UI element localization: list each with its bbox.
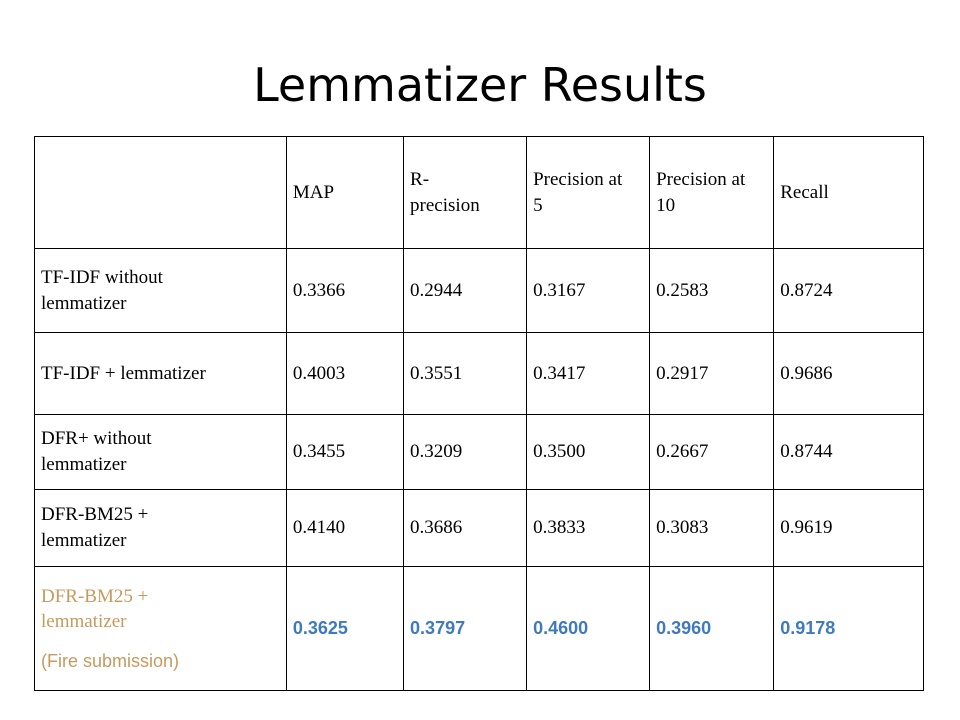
cell-map: 0.3455 [285,414,405,490]
row-label: TF-IDF + lemmatizer [34,332,287,415]
row-label-text: DFR+ without lemmatizer [41,428,152,475]
header-cell-empty [34,136,287,249]
row-label: DFR-BM25 + lemmatizer (Fire submission) [34,566,287,691]
header-precision-at-5-text: Precision at 5 [533,168,623,216]
row-label: TF-IDF without lemmatizer [34,248,287,333]
row-label: DFR-BM25 + lemmatizer [34,489,287,567]
header-precision-at-10: Precision at 10 [649,136,775,249]
cell-recall: 0.8744 [773,414,924,490]
header-recall: Recall [773,136,924,249]
header-r-precision: R-precision [403,136,528,249]
cell-r-precision: 0.2944 [403,248,528,333]
slide-title: Lemmatizer Results [253,58,707,112]
cell-recall: 0.9619 [773,489,924,567]
row-label-text: TF-IDF without lemmatizer [41,266,163,314]
fire-submission-note: (Fire submission) [41,650,180,671]
table-header-row: MAP R-precision Precision at 5 Precision … [34,136,924,249]
table-row: TF-IDF without lemmatizer 0.3366 0.2944 0… [34,248,924,333]
cell-map: 0.4003 [285,332,405,415]
row-label-text: TF-IDF + lemmatizer [41,362,206,384]
table-row: DFR+ without lemmatizer 0.3455 0.3209 0.3… [34,414,924,490]
row-label-text: DFR-BM25 + lemmatizer [41,504,149,551]
cell-precision-at-5: 0.3500 [526,414,651,490]
cell-recall: 0.9686 [773,332,924,415]
header-precision-at-5: Precision at 5 [526,136,651,249]
row-label-text: DFR-BM25 + lemmatizer [41,585,149,633]
cell-precision-at-10: 0.3960 [649,566,775,691]
cell-precision-at-5: 0.3167 [526,248,651,333]
cell-precision-at-5: 0.4600 [526,566,651,691]
cell-precision-at-5: 0.3417 [526,332,651,415]
cell-map: 0.3366 [285,248,405,333]
header-map: MAP [285,136,405,249]
cell-precision-at-5: 0.3833 [526,489,651,567]
row-label: DFR+ without lemmatizer [34,414,287,490]
cell-map: 0.4140 [285,489,405,567]
cell-map: 0.3625 [285,566,405,691]
header-r-precision-text: R-precision [410,168,480,216]
cell-r-precision: 0.3551 [403,332,528,415]
cell-precision-at-10: 0.2667 [649,414,775,490]
cell-recall: 0.8724 [773,248,924,333]
table-row: TF-IDF + lemmatizer 0.4003 0.3551 0.3417… [34,332,924,415]
table-row: DFR-BM25 + lemmatizer 0.4140 0.3686 0.383… [34,489,924,567]
cell-precision-at-10: 0.2917 [649,332,775,415]
table-row-fire-submission: DFR-BM25 + lemmatizer (Fire submission) 0… [34,566,924,691]
cell-precision-at-10: 0.2583 [649,248,775,333]
cell-r-precision: 0.3797 [403,566,528,691]
cell-precision-at-10: 0.3083 [649,489,775,567]
cell-recall: 0.9178 [773,566,924,691]
header-precision-at-10-text: Precision at 10 [656,168,746,216]
cell-r-precision: 0.3686 [403,489,528,567]
results-table: MAP R-precision Precision at 5 Precision … [34,136,924,691]
cell-r-precision: 0.3209 [403,414,528,490]
